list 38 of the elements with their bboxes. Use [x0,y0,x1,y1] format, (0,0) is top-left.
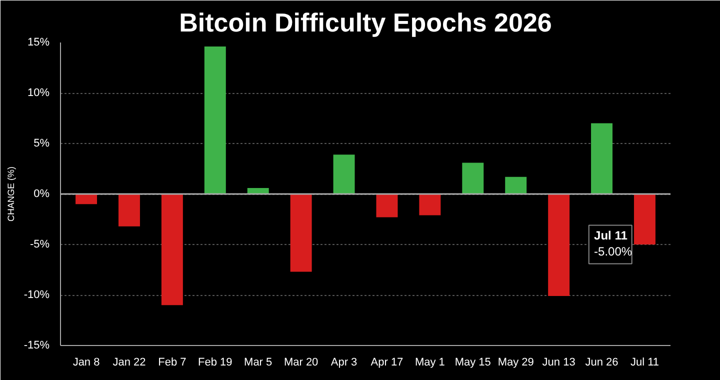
y-tick-label: -10% [24,289,50,301]
y-tick-label: 15% [27,36,50,48]
x-tick-label: Jan 22 [112,356,146,368]
bar [204,46,226,194]
bar [333,154,355,194]
bar [419,194,441,216]
y-axis-title: CHANGE (%) [6,166,16,222]
y-tick-label: 5% [34,138,50,150]
chart-title: Bitcoin Difficulty Epochs 2026 [179,8,552,38]
y-tick-label: 10% [27,87,50,99]
bar [290,194,312,272]
x-tick-label: Apr 3 [330,356,358,368]
bar [462,162,484,194]
bar [247,188,269,194]
x-tick-label: Jun 26 [585,356,618,368]
x-tick-label: May 1 [414,356,445,368]
x-tick-label: Jun 13 [542,356,576,368]
bar [548,194,570,296]
y-tick-label: 0% [34,188,50,200]
bar [634,194,656,244]
x-tick-label: May 29 [498,356,534,368]
x-tick-label: Feb 19 [198,356,232,368]
y-tick-label: -15% [24,340,50,352]
bar [591,123,613,194]
bar [505,176,527,194]
annotation: Jul 11 [594,228,628,242]
bar [161,194,183,306]
x-tick-label: May 15 [454,356,491,368]
x-tick-label: Mar 20 [284,356,318,368]
x-tick-label: Feb 7 [158,356,186,368]
x-tick-label: Jan 8 [72,356,100,368]
x-tick-label: Mar 5 [244,356,272,368]
bar [376,194,398,218]
x-tick-label: Apr 17 [370,356,404,368]
y-tick-label: -5% [30,238,50,250]
annotation: -5.00% [594,244,632,259]
bar [118,194,140,226]
x-tick-label: Jul 11 [630,356,660,368]
